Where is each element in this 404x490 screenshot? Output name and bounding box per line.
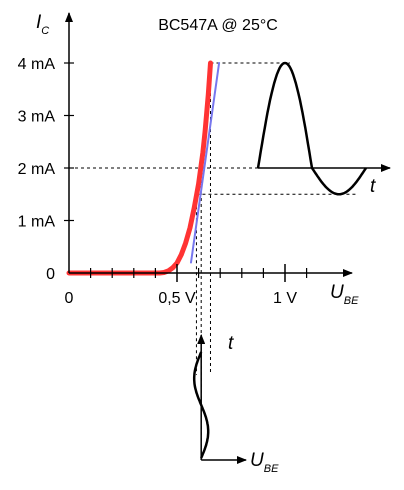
chart-title: BC547A @ 25°C <box>158 17 278 34</box>
y-tick-label-3: 3 mA <box>18 109 56 126</box>
input-u-axis-label-main: U <box>250 450 264 471</box>
input-u-axis-label-sub: BE <box>264 463 279 475</box>
y-tick-label-1: 1 mA <box>18 214 56 231</box>
output-time-axis-label: t <box>370 176 376 197</box>
x-tick-label-2: 1 V <box>273 290 297 307</box>
x-axis-label: UBE <box>330 282 359 307</box>
y-tick-label-2: 2 mA <box>18 161 56 178</box>
y-axis-label: IC <box>36 12 49 37</box>
x-tick-label-1: 0,5 V <box>158 290 196 307</box>
guide-lines <box>69 62 356 460</box>
y-tick-label-4: 4 mA <box>18 56 56 73</box>
signals <box>192 61 391 464</box>
input-time-axis-label: t <box>228 333 234 354</box>
y-axis-label-sub: C <box>41 25 49 37</box>
labels: BC547A @ 25°C IC UBE t t UBE 01 mA2 mA3 … <box>18 12 376 475</box>
output-signal-wave <box>256 61 368 196</box>
axes <box>64 12 353 282</box>
x-axis-label-sub: BE <box>344 295 359 307</box>
y-tick-label-0: 0 <box>46 266 55 283</box>
curves <box>66 60 221 276</box>
input-signal-wave <box>192 351 210 459</box>
tangent-line <box>190 62 221 264</box>
y-axis-label-main: I <box>36 12 42 33</box>
x-axis-label-main: U <box>330 282 344 303</box>
characteristic-curve <box>66 60 213 276</box>
x-tick-label-0: 0 <box>65 290 74 307</box>
input-u-axis-label: UBE <box>250 450 279 475</box>
